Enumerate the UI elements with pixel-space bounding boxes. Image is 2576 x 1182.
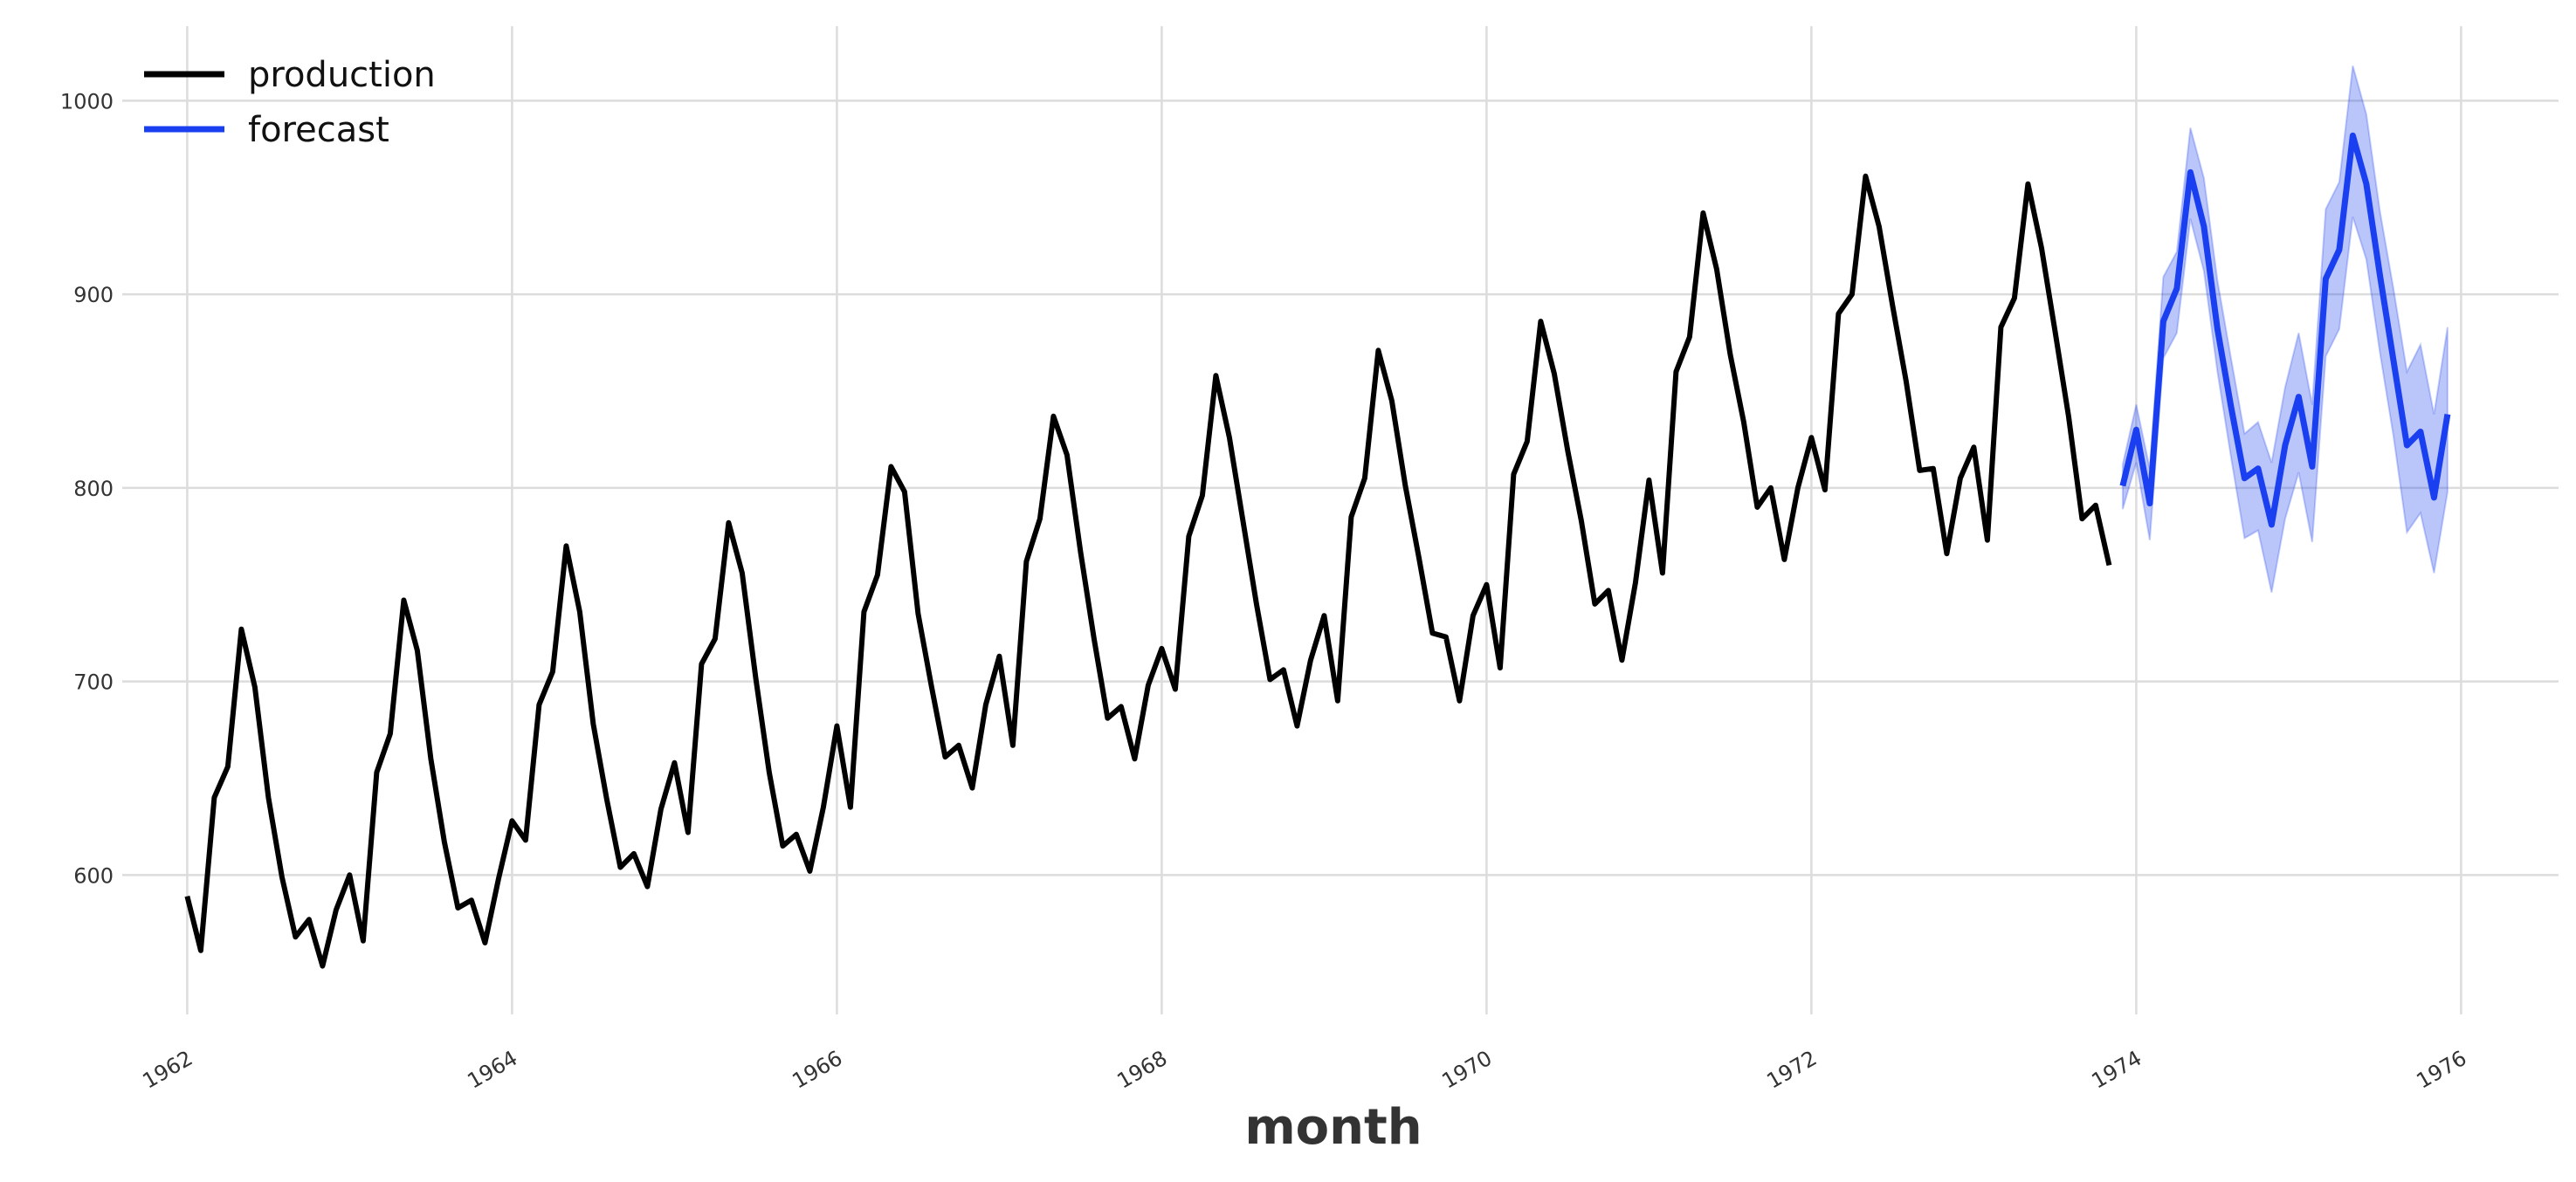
legend-label-forecast: forecast bbox=[248, 110, 389, 150]
x-tick-label: 1966 bbox=[789, 1046, 847, 1094]
x-axis-label: month bbox=[1244, 1099, 1422, 1156]
y-tick-label: 600 bbox=[73, 863, 114, 888]
forecast-interval-band-group bbox=[2121, 65, 2449, 593]
tick-labels: 600 700 800 900 1000 1962 1964 1966 1968 1970 1972… bbox=[60, 89, 2470, 1093]
x-tick-label: 1962 bbox=[139, 1046, 197, 1094]
y-tick-label: 900 bbox=[73, 283, 114, 307]
y-tick-label: 1000 bbox=[60, 89, 114, 113]
x-tick-label: 1968 bbox=[1113, 1046, 1172, 1094]
x-tick-label: 1974 bbox=[2088, 1046, 2146, 1094]
y-tick-label: 800 bbox=[73, 477, 114, 501]
y-tick-label: 700 bbox=[73, 670, 114, 695]
grid-lines bbox=[122, 26, 2559, 1014]
x-tick-label: 1972 bbox=[1763, 1046, 1822, 1094]
x-tick-label: 1970 bbox=[1438, 1046, 1497, 1094]
x-tick-label: 1976 bbox=[2413, 1046, 2471, 1094]
series-lines bbox=[184, 132, 2451, 969]
x-tick-label: 1964 bbox=[464, 1046, 522, 1094]
legend: production forecast bbox=[144, 55, 436, 150]
production-series-line bbox=[184, 173, 2112, 969]
legend-label-production: production bbox=[248, 55, 436, 95]
forecast-interval-band bbox=[2121, 65, 2449, 593]
forecast-series-line bbox=[2119, 132, 2451, 528]
